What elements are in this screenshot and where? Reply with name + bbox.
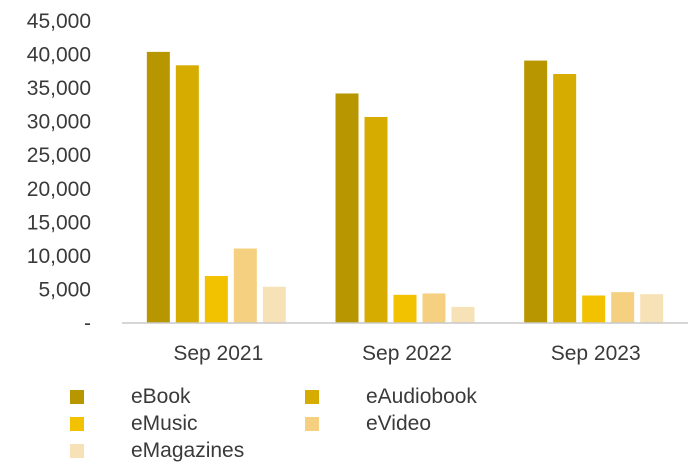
legend-swatch [305,390,319,404]
y-tick-label: 35,000 [27,77,91,100]
bars-group [146,51,664,324]
legend-label: eBook [131,385,191,408]
bar-emagazines-0 [262,286,286,323]
y-tick-label: 25,000 [27,144,91,167]
y-tick-label: 5,000 [38,278,91,301]
y-tick-label: 15,000 [27,211,91,234]
legend: eBook eAudiobook eMusic eVideo eMagazines [0,380,694,462]
bar-emusic-1 [393,294,417,323]
y-tick-label: 45,000 [27,10,91,33]
legend-swatch [70,417,84,431]
bar-evideo-2 [611,292,635,323]
bar-evideo-1 [422,293,446,323]
x-tick-label: Sep 2023 [551,342,641,365]
y-tick-label: 10,000 [27,245,91,268]
bar-emusic-2 [582,295,606,323]
legend-label: eAudiobook [366,385,477,408]
legend-swatch [70,390,84,404]
legend-label: eMagazines [131,439,245,462]
bar-emagazines-2 [640,294,664,323]
y-tick-label: 20,000 [27,178,91,201]
y-tick-label: 40,000 [27,44,91,67]
bar-eaudiobook-2 [553,74,577,323]
bar-ebook-2 [524,60,548,324]
bar-emagazines-1 [451,306,475,323]
bar-ebook-0 [146,51,170,323]
legend-swatch [305,417,319,431]
legend-swatch [70,444,84,458]
bar-ebook-1 [335,93,359,323]
y-tick-label: 30,000 [27,111,91,134]
bar-eaudiobook-1 [364,116,388,323]
y-tick-label: - [84,312,91,335]
x-tick-label: Sep 2022 [362,342,452,365]
bar-chart: - 5,000 10,000 15,000 20,000 25,000 30,000 35,0… [27,10,688,365]
legend-label: eMusic [131,412,198,435]
y-axis-ticks: - 5,000 10,000 15,000 20,000 25,000 30,000 35,0… [27,10,91,335]
x-axis-ticks: Sep 2021 Sep 2022 Sep 2023 [173,342,640,365]
legend-label: eVideo [366,412,432,435]
x-tick-label: Sep 2021 [173,342,263,365]
bar-emusic-0 [204,276,228,323]
bar-evideo-0 [233,248,257,323]
bar-eaudiobook-0 [175,65,199,323]
